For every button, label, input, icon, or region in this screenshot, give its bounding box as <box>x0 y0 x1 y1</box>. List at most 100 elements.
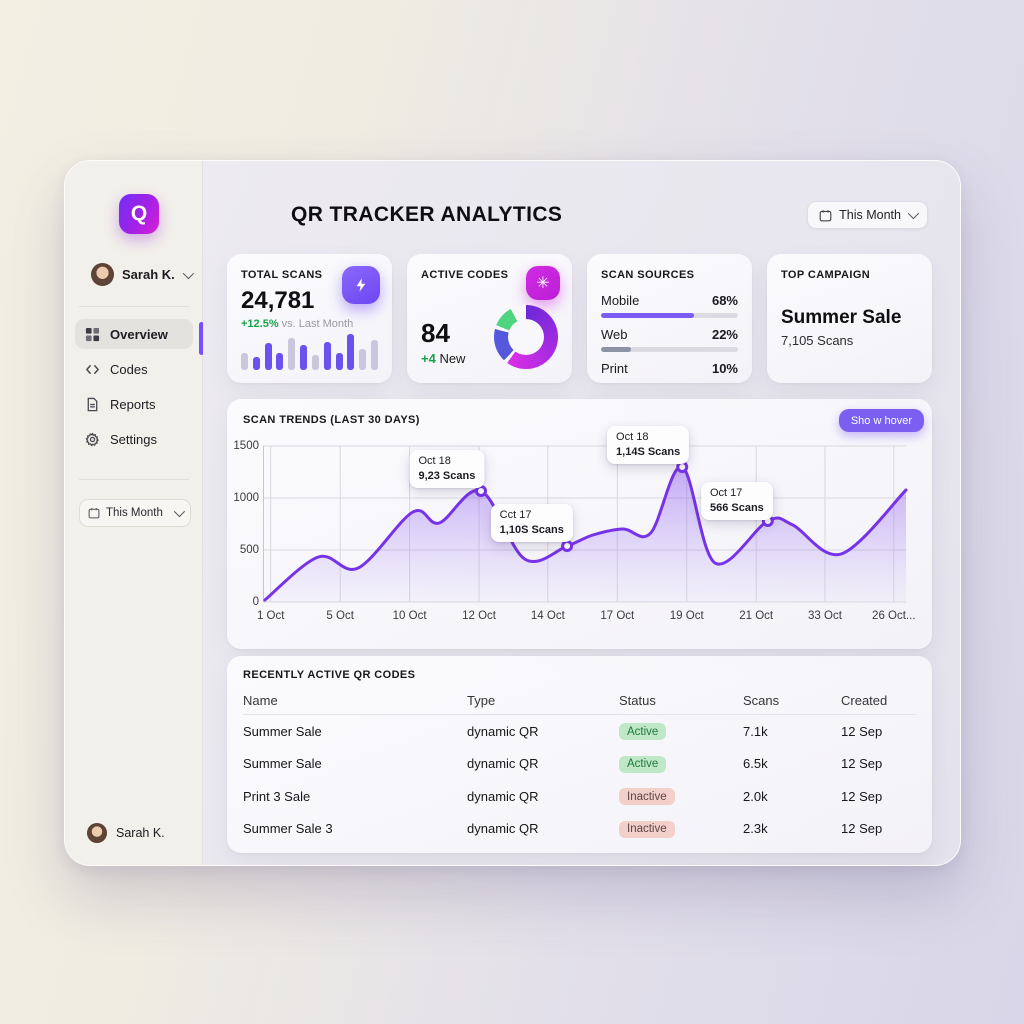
progress-fill <box>601 347 632 352</box>
scan-source-row: Web 22% <box>601 327 738 352</box>
cell-created: 12 Sep <box>841 723 883 739</box>
nav-label: Overview <box>110 326 168 342</box>
x-tick-label: 26 Oct... <box>872 610 916 622</box>
x-tick-label: 14 Oct <box>530 610 565 622</box>
table-row[interactable]: Summer Sale dynamic QR Active 7.1k 12 Sep <box>243 715 916 748</box>
calendar-icon <box>819 209 832 221</box>
chart-tooltip: Oct 17 566 Scans <box>700 482 773 520</box>
column-header: Scans <box>743 693 780 708</box>
app-window: Q Sarah K. Overview Codes Reports Settings … <box>64 160 961 866</box>
mini-bar <box>311 354 319 370</box>
table-row[interactable]: Summer Sale 3 dynamic QR Inactive 2.3k 12 Se… <box>243 813 916 846</box>
chart-tooltip: Oct 18 1,14S Scans <box>607 426 690 464</box>
status-badge: Inactive <box>619 820 675 838</box>
cell-type: dynamic QR <box>467 788 539 804</box>
avatar <box>87 823 107 843</box>
header-period-button[interactable]: This Month <box>807 201 928 229</box>
card-scan-trends: SCAN TRENDS (LAST 30 DAYS) Sho w hover 1… <box>227 399 932 649</box>
lightning-icon <box>342 266 380 304</box>
y-tick-label: 1000 <box>233 492 259 504</box>
cell-scans: 2.3k <box>743 821 768 837</box>
chevron-down-icon <box>907 207 920 220</box>
active-codes-delta: +4 New <box>421 351 465 366</box>
status-badge: Active <box>619 755 667 773</box>
x-tick-label: 1 Oct <box>256 610 285 622</box>
card-title: ACTIVE CODES <box>421 269 509 281</box>
sidebar-footer-user[interactable]: Sarah K. <box>87 823 165 843</box>
mini-bar <box>241 352 248 370</box>
sidebar-item-reports[interactable]: Reports <box>75 389 193 419</box>
table-row[interactable]: Print 3 Sale dynamic QR Inactive 2.0k 12 Sep <box>243 780 916 813</box>
source-percent: 68% <box>711 293 738 308</box>
cell-name: Summer Sale 3 <box>243 821 333 837</box>
progress-fill <box>601 313 695 318</box>
column-header: Name <box>243 693 278 708</box>
gear-icon <box>85 432 100 447</box>
cell-name: Summer Sale <box>243 723 322 739</box>
x-tick-label: 17 Oct <box>600 610 635 622</box>
status-badge: Inactive <box>619 788 675 805</box>
card-scan-sources: SCAN SOURCES Mobile 68% Web 22% Print 10% <box>587 254 752 383</box>
table-title: RECENTLY ACTIVE QR CODES <box>243 669 416 681</box>
chart-tooltip: Oct 18 9,23 Scans <box>409 450 485 488</box>
active-codes-value: 84 <box>421 318 450 348</box>
x-tick-label: 19 Oct <box>669 610 704 622</box>
tooltip-value: 9,23 Scans <box>418 469 476 482</box>
total-scans-value: 24,781 <box>241 287 315 314</box>
mini-bar <box>300 345 308 370</box>
sidebar-item-codes[interactable]: Codes <box>75 354 193 384</box>
delta-percent: +12.5% <box>241 318 279 330</box>
card-total-scans: TOTAL SCANS 24,781 +12.5% vs. Last Month <box>227 254 392 383</box>
calendar-icon <box>88 508 100 519</box>
source-label: Web <box>601 327 628 342</box>
column-header: Created <box>841 693 888 708</box>
sidebar-item-overview[interactable]: Overview <box>75 319 193 349</box>
source-percent: 22% <box>711 327 738 342</box>
card-title: TOTAL SCANS <box>241 269 323 281</box>
card-top-campaign: TOP CAMPAIGN Summer Sale 7,105 Scans <box>767 254 932 383</box>
x-tick-label: 33 Oct <box>808 610 842 622</box>
sidebar-period-select[interactable]: This Month <box>79 499 191 527</box>
tooltip-date: Oct 17 <box>709 487 743 499</box>
tooltip-date: Oct 18 <box>418 455 451 467</box>
cell-name: Print 3 Sale <box>243 788 311 804</box>
file-icon <box>85 397 100 412</box>
table-row[interactable]: Summer Sale dynamic QR Active 6.5k 12 Sep <box>243 748 916 781</box>
delta-count: +4 <box>421 351 436 366</box>
x-tick-label: 10 Oct <box>392 610 427 622</box>
campaign-name: Summer Sale <box>781 307 902 328</box>
total-scans-delta: +12.5% vs. Last Month <box>241 318 378 330</box>
chart-title: SCAN TRENDS (LAST 30 DAYS) <box>243 414 420 426</box>
delta-note: New <box>435 351 466 366</box>
x-tick-label: 12 Oct <box>462 610 496 622</box>
sidebar-period-label: This Month <box>106 507 163 519</box>
mini-bar <box>370 339 378 370</box>
mini-bar <box>252 356 260 370</box>
main-content: QR TRACKER ANALYTICS This Month TOTAL SC… <box>203 161 960 865</box>
logo-letter: Q <box>130 202 148 225</box>
cell-name: Summer Sale <box>243 756 322 772</box>
show-hover-button[interactable]: Sho w hover <box>838 409 924 432</box>
mini-bar <box>288 337 296 370</box>
column-header: Status <box>619 693 656 708</box>
nav-label: Reports <box>110 396 156 412</box>
sidebar-item-settings[interactable]: Settings <box>75 424 193 454</box>
sidebar-nav: Overview Codes Reports Settings <box>75 319 193 454</box>
tooltip-date: Cct 17 <box>499 509 532 521</box>
divider <box>79 479 189 480</box>
x-tick-label: 5 Oct <box>326 610 354 622</box>
y-tick-label: 0 <box>252 596 259 608</box>
card-title: TOP CAMPAIGN <box>781 269 871 281</box>
data-point-marker[interactable] <box>475 485 487 497</box>
mini-bar <box>323 341 331 370</box>
data-point-marker[interactable] <box>561 540 574 552</box>
line-chart-plot: Oct 18 9,23 Scans Cct 17 1,10S Scans Oct 18 1… <box>263 426 908 603</box>
tooltip-value: 1,14S Scans <box>616 445 681 458</box>
card-title: SCAN SOURCES <box>601 269 695 281</box>
chart-tooltip: Cct 17 1,10S Scans <box>490 504 573 542</box>
y-tick-label: 1500 <box>233 440 259 452</box>
donut-chart <box>494 305 558 369</box>
sidebar-user-menu[interactable]: Sarah K. <box>91 263 194 286</box>
data-point-marker[interactable] <box>676 461 689 473</box>
chevron-down-icon <box>173 505 186 518</box>
